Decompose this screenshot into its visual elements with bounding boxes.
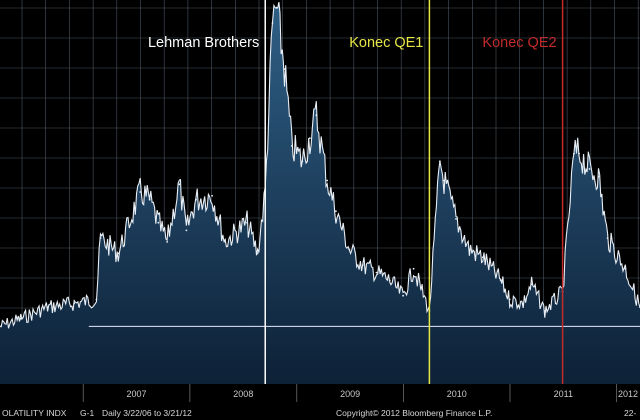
data-point-2011-10-31 (597, 175, 600, 178)
data-point-2010-09-30 (481, 256, 484, 259)
data-point-2010-12-31 (508, 298, 511, 301)
data-point-2008-05-01 (224, 241, 227, 243)
data-point-2007-10-15 (166, 241, 169, 243)
data-point-2010-06-30 (455, 218, 457, 220)
data-point-2010-05-20 (443, 179, 445, 182)
data-point-2009-05-15 (335, 210, 337, 213)
data-point-2006-03-22 (0, 325, 1, 328)
x-tick-label-2007: 2007 (127, 389, 147, 399)
x-tick-label-2009: 2009 (340, 389, 360, 399)
annotations: Lehman Brothers Konec QE1 Konec QE2 (148, 0, 564, 384)
data-point-2009-04-15 (326, 179, 329, 182)
annotation-label-2: Konec QE2 (482, 35, 556, 51)
data-point-2009-12-31 (402, 294, 404, 297)
x-axis-band (0, 384, 640, 420)
data-point-2011-12-01 (606, 237, 609, 240)
data-point-2007-07-15 (139, 191, 142, 193)
data-point-2008-10-24 (275, 6, 278, 9)
data-point-2011-08-08 (573, 152, 575, 155)
data-point-2007-11-26 (178, 183, 181, 186)
data-point-2009-02-15 (309, 137, 311, 140)
data-point-2010-05-06 (439, 160, 441, 163)
annotation-label-0: Lehman Brothers (148, 35, 259, 51)
footer-chart-code: G-1 (80, 408, 94, 418)
data-point-2008-12-15 (290, 145, 293, 147)
data-point-2008-07-15 (246, 221, 249, 224)
footer-copyright: Copyright© 2012 Bloomberg Finance L.P. (336, 408, 492, 418)
data-point-2006-06-01 (19, 317, 22, 320)
x-tick-label-2008: 2008 (233, 389, 253, 399)
data-point-2009-08-15 (361, 264, 364, 266)
data-point-2006-09-01 (46, 306, 49, 309)
data-point-2006-12-01 (73, 302, 76, 305)
data-point-2011-08-25 (578, 152, 580, 155)
data-point-2008-08-20 (256, 252, 259, 255)
data-point-2009-03-09 (315, 114, 318, 117)
data-point-2009-10-01 (375, 271, 378, 274)
data-point-2007-03-01 (99, 237, 102, 240)
data-point-2007-02-15 (95, 298, 98, 301)
data-point-2008-01-22 (195, 198, 197, 201)
footer-corner: 22- (624, 408, 636, 418)
x-tick-label-2010: 2010 (447, 389, 467, 399)
data-point-2008-10-10 (271, 22, 274, 24)
data-point-2011-03-16 (530, 283, 533, 286)
data-point-2008-11-20 (283, 68, 286, 70)
footer-index-name: OLATILITY INDX (2, 408, 67, 418)
series-line (0, 1, 640, 329)
data-point-2010-08-15 (468, 248, 471, 251)
footer-period: Daily 3/22/06 to 3/21/12 (102, 408, 192, 418)
data-point-2009-11-15 (388, 279, 391, 282)
data-point-2007-12-20 (185, 229, 188, 232)
data-point-2011-04-30 (543, 310, 546, 312)
data-point-2009-01-20 (301, 160, 304, 163)
series-area-fill (0, 2, 640, 384)
data-point-2007-08-16 (148, 198, 151, 201)
x-axis: 2007 2008 2009 2010 2011 2012 (0, 384, 640, 420)
data-point-2007-05-01 (117, 252, 120, 255)
x-tick-label-2011: 2011 (554, 389, 573, 399)
data-point-2010-11-30 (499, 279, 502, 282)
x-tick-label-2012: 2012 (618, 389, 638, 399)
data-point-2009-06-30 (348, 248, 351, 251)
data-point-2011-09-30 (588, 168, 591, 170)
annotation-label-1: Konec QE1 (349, 35, 423, 51)
data-point-2012-01-31 (624, 267, 627, 270)
data-point-2011-02-15 (522, 302, 525, 305)
data-point-2008-03-17 (211, 194, 214, 197)
data-point-2007-09-15 (157, 221, 160, 224)
footer: OLATILITY INDX G-1 Daily 3/22/06 to 3/21… (2, 408, 636, 418)
data-point-2010-02-05 (412, 267, 415, 270)
series-points (0, 6, 640, 328)
